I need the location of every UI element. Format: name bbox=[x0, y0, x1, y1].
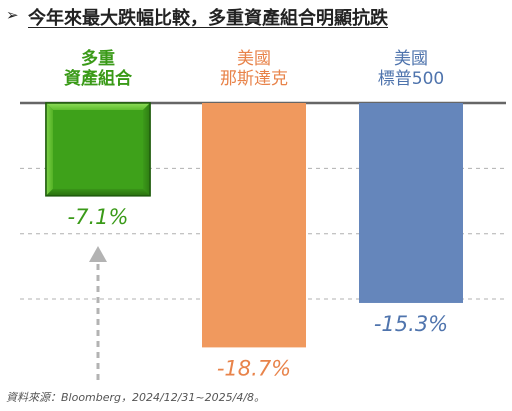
category-label-1-line-1: 多重 bbox=[81, 48, 115, 69]
category-label-2-line-1: 美國 bbox=[237, 49, 271, 69]
value-label-3: -15.3% bbox=[374, 312, 448, 336]
category-label-3-line-2: 標普500 bbox=[378, 69, 444, 89]
category-label-1-line-2: 資產組合 bbox=[64, 68, 133, 89]
source-note: 資料來源：Bloomberg，2024/12/31~2025/4/8。 bbox=[6, 391, 266, 404]
value-label-2: -18.7% bbox=[217, 356, 291, 380]
category-label-3-line-1: 美國 bbox=[394, 49, 428, 69]
title-row: ➢ 今年來最大跌幅比較，多重資產組合明顯抗跌 bbox=[6, 4, 506, 30]
arrow-head-icon bbox=[89, 246, 107, 262]
value-label-1: -7.1% bbox=[68, 205, 129, 229]
bar-bevel-bottom bbox=[46, 188, 150, 196]
bar-bevel-top bbox=[46, 103, 150, 110]
bar-bevel-left bbox=[46, 103, 53, 196]
bar-inner bbox=[53, 110, 143, 189]
bars bbox=[45, 102, 463, 348]
bar-multi-asset bbox=[45, 102, 151, 197]
bar-bevel-right bbox=[143, 103, 150, 196]
bar-nasdaq bbox=[202, 103, 306, 348]
title-bullet-icon: ➢ bbox=[6, 6, 19, 24]
bar-outline bbox=[45, 102, 151, 197]
chart-title: 今年來最大跌幅比較，多重資產組合明顯抗跌 bbox=[28, 8, 388, 29]
bar-sp500 bbox=[359, 103, 463, 303]
category-label-2-line-2: 那斯達克 bbox=[220, 69, 288, 89]
